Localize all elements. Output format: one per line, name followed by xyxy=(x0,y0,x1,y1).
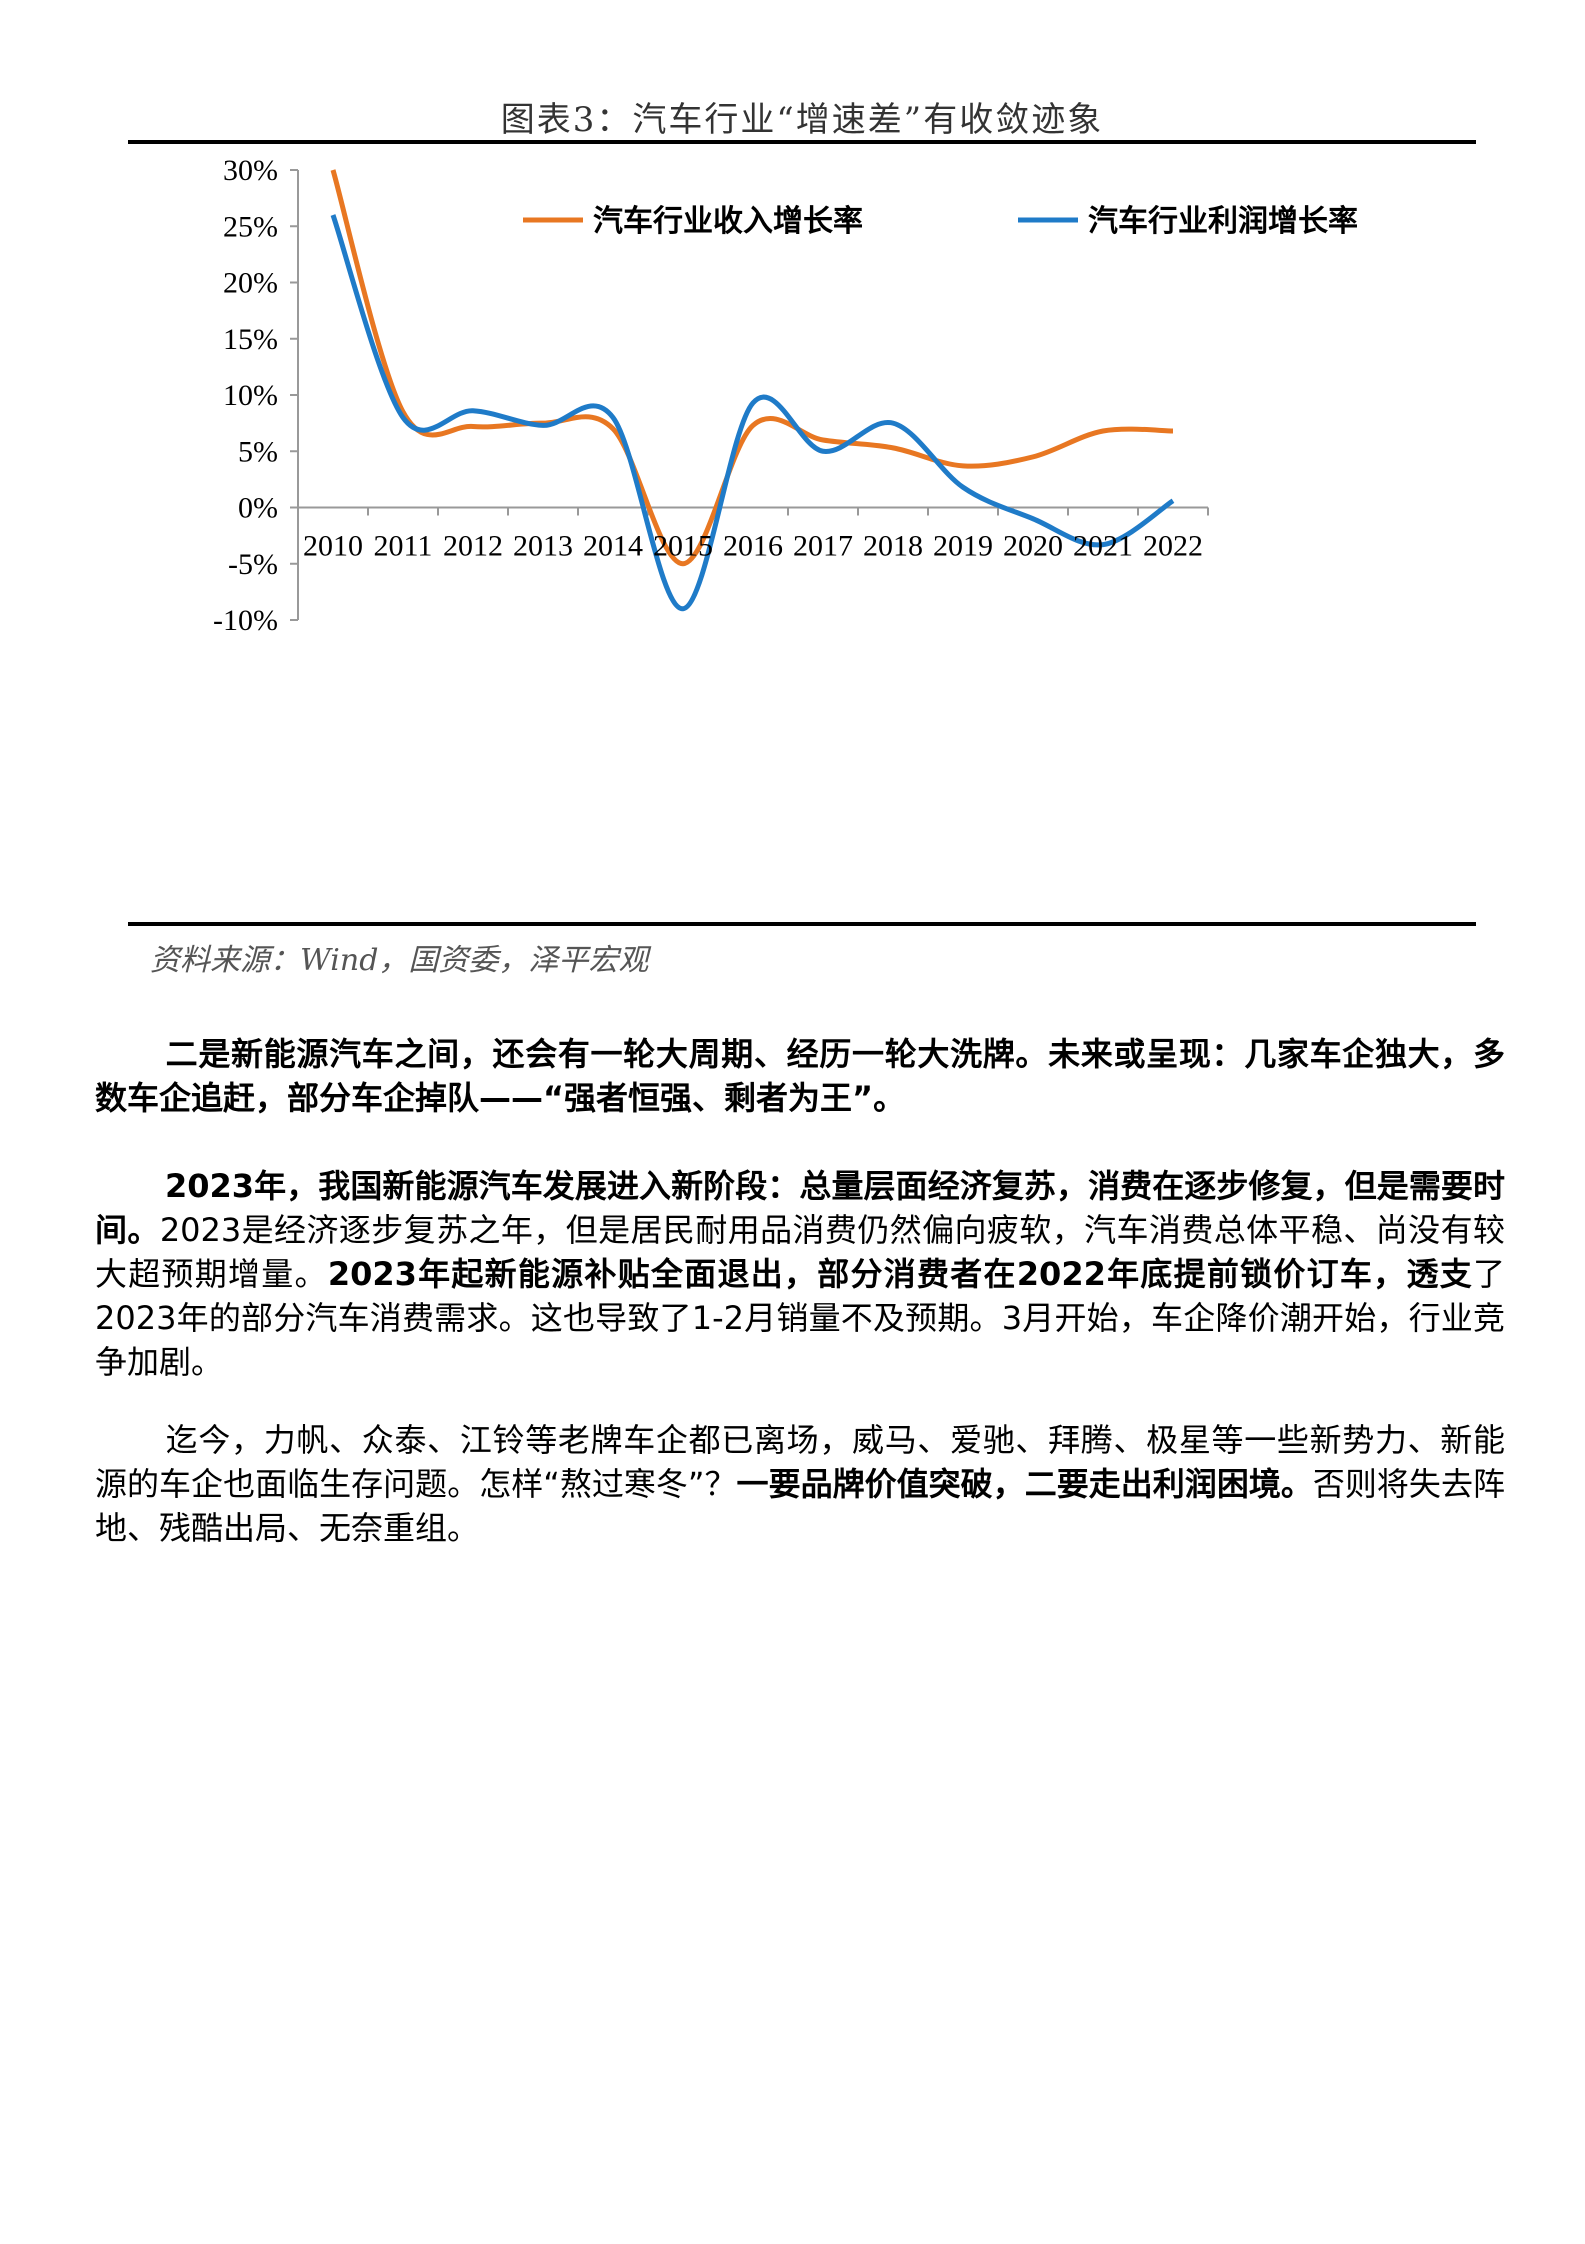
x-tick-label: 2010 xyxy=(303,530,363,563)
p2-bold-2: 2023年起新能源补贴全面退出，部分消费者在2022年底提前锁价订车，透支 xyxy=(327,1255,1473,1293)
y-tick-label: 0% xyxy=(238,492,278,525)
figure-title: 图表3：汽车行业“增速差”有收敛迹象 xyxy=(500,100,1104,140)
p2-text-1: 2023是经济逐步复苏之年，但是居民耐用品消费仍然偏向疲软，汽车消费总体平稳、尚… xyxy=(95,1211,1505,1293)
y-tick-label: 10% xyxy=(223,379,278,412)
top-rule xyxy=(128,140,1476,144)
y-tick-label: -10% xyxy=(213,604,278,637)
x-tick-label: 2015 xyxy=(653,530,713,563)
series-line-2 xyxy=(330,214,1175,612)
paragraph-3: 迄今，力帆、众泰、江铃等老牌车企都已离场，威马、爱驰、拜腾、极星等一些新势力、新… xyxy=(95,1418,1505,1550)
x-tick-label: 2017 xyxy=(793,530,853,563)
bottom-rule xyxy=(128,922,1476,926)
x-tick-label: 2011 xyxy=(374,530,433,563)
legend-label: 汽车行业收入增长率 xyxy=(593,204,863,239)
x-tick-label: 2018 xyxy=(863,530,923,563)
line-chart: 30% 25% 20% 15% 10% 5% 0% -5% -10% 2010 2011 2012 20… xyxy=(213,160,1358,637)
p3-text-2: 否则将失去阵地、残酷出局、无奈重组。 xyxy=(95,1465,1505,1547)
p3-text-1: 迄今，力帆、众泰、江铃等老牌车企都已离场，威马、爱驰、拜腾、极星等一些新势力、新… xyxy=(95,1421,1505,1503)
x-tick-label: 2020 xyxy=(1003,530,1063,563)
legend-label: 汽车行业利润增长率 xyxy=(1088,204,1358,239)
x-tick-label: 2016 xyxy=(723,530,783,563)
paragraph-1: 二是新能源汽车之间，还会有一轮大周期、经历一轮大洗牌。未来或呈现：几家车企独大，… xyxy=(95,1032,1505,1120)
y-tick-label: 5% xyxy=(238,435,278,468)
y-tick-label: 20% xyxy=(223,267,278,300)
p2-text-2: 了2023年的部分汽车消费需求。这也导致了1-2月销量不及预期。3月开始，车企降… xyxy=(95,1255,1505,1381)
p3-bold-1: 一要品牌价值突破，二要走出利润困境。 xyxy=(736,1465,1313,1503)
x-tick-label: 2019 xyxy=(933,530,993,563)
x-tick-label: 2013 xyxy=(513,530,573,563)
x-tick-label: 2022 xyxy=(1143,530,1203,563)
series-line-1 xyxy=(330,169,1174,567)
y-tick-label: 25% xyxy=(223,210,278,243)
y-tick-label: 15% xyxy=(223,323,278,356)
x-tick-label: 2021 xyxy=(1073,530,1133,563)
y-tick-label: 30% xyxy=(223,160,278,187)
y-tick-label: -5% xyxy=(228,548,278,581)
paragraph-2: 2023年，我国新能源汽车发展进入新阶段：总量层面经济复苏，消费在逐步修复，但是… xyxy=(95,1164,1505,1384)
p1-bold-1: 二是新能源汽车之间，还会有一轮大周期、经历一轮大洗牌。未来或呈现：几家车企独大，… xyxy=(95,1035,1505,1117)
p2-bold-1: 2023年，我国新能源汽车发展进入新阶段：总量层面经济复苏，消费在逐步修复，但是… xyxy=(95,1167,1505,1249)
figure-source: 资料来源：Wind，国资委，泽平宏观 xyxy=(150,943,649,978)
x-tick-label: 2012 xyxy=(443,530,503,563)
x-tick-label: 2014 xyxy=(583,530,643,563)
